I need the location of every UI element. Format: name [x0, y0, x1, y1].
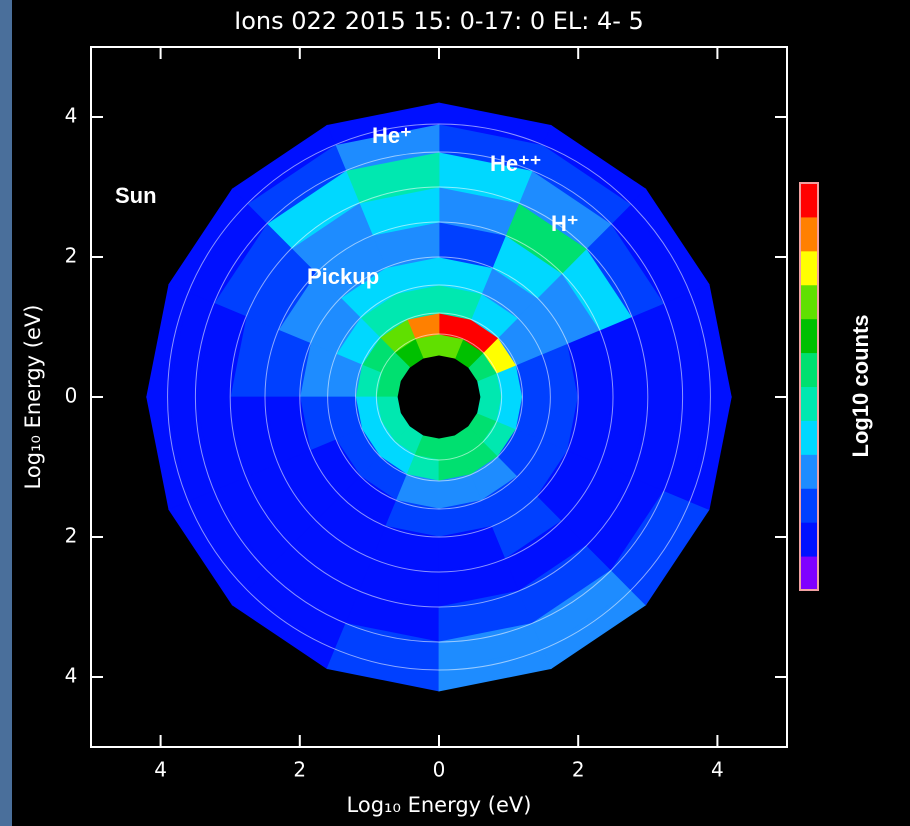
x-axis-label: Log₁₀ Energy (eV) [347, 793, 532, 817]
chart-title: Ions 022 2015 15: 0-17: 0 EL: 4- 5 [234, 7, 644, 35]
x-tick-label: 4 [154, 758, 167, 782]
colorbar-swatch [800, 352, 818, 387]
colorbar-swatch [800, 488, 818, 523]
colorbar-swatch [800, 183, 818, 218]
colorbar-swatch [800, 386, 818, 421]
y-tick-label: 4 [65, 664, 78, 688]
colorbar-swatch [800, 216, 818, 252]
colorbar-swatch [800, 284, 818, 320]
contour-line [229, 186, 649, 608]
x-tick-label: 4 [711, 758, 724, 782]
x-tick-label: 2 [572, 758, 585, 782]
annotation: Sun [115, 183, 157, 208]
contour-line [354, 312, 524, 482]
annotation: Pickup [307, 264, 379, 289]
contour-cell [689, 396, 732, 511]
x-tick-label: 2 [293, 758, 306, 782]
y-tick-label: 0 [65, 384, 78, 408]
contour-line [264, 221, 614, 573]
colorbar-label: Log10 counts [848, 314, 873, 457]
colorbar-swatch [800, 556, 818, 591]
colorbar-frame [799, 182, 819, 591]
contour-line [194, 151, 684, 643]
contour-line [299, 256, 579, 538]
y-tick-label: 2 [65, 244, 78, 268]
annotation: He⁺ [372, 123, 412, 148]
contour-line [327, 284, 551, 510]
colorbar-swatch [800, 454, 818, 489]
colorbar-swatch [800, 250, 818, 286]
colorbar-swatch [800, 318, 818, 354]
y-axis-label: Log₁₀ Energy (eV) [21, 305, 45, 490]
annotation: He⁺⁺ [490, 151, 541, 176]
contour-line [167, 123, 711, 671]
contour-line [375, 333, 503, 461]
colorbar-swatch [800, 420, 818, 455]
y-tick-label: 4 [65, 104, 78, 128]
annotation: H⁺ [551, 211, 579, 236]
y-tick-label: 2 [65, 524, 78, 548]
colorbar-swatch [800, 522, 818, 557]
x-tick-label: 0 [433, 758, 446, 782]
